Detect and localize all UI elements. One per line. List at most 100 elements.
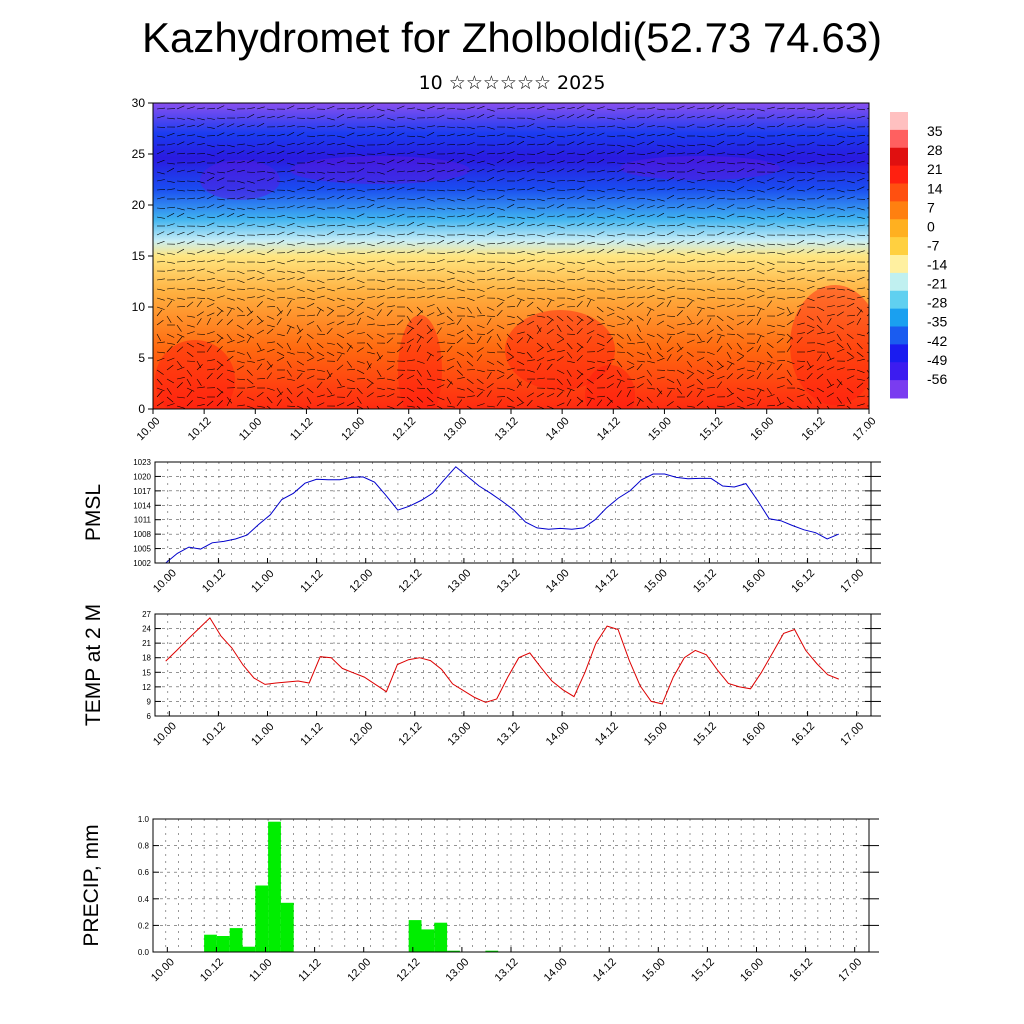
wind-barb <box>286 277 295 281</box>
wind-barb <box>236 324 244 330</box>
wind-barb <box>426 132 435 137</box>
wind-barb <box>566 351 573 359</box>
wind-barb <box>716 141 725 146</box>
wind-barb <box>476 260 485 263</box>
wind-barb <box>466 222 475 227</box>
wind-barb <box>306 314 316 317</box>
wind-barb <box>536 315 545 318</box>
wind-barb <box>456 250 465 254</box>
wind-barb <box>636 333 643 341</box>
wind-barb <box>366 268 375 272</box>
wind-barb <box>236 249 245 254</box>
wind-barb <box>226 270 236 272</box>
wind-barb <box>266 171 275 174</box>
wind-barb <box>236 279 245 283</box>
wind-barb <box>576 105 585 110</box>
wind-barb <box>176 306 186 308</box>
wind-barb <box>546 215 555 218</box>
wind-barb <box>756 360 765 365</box>
wind-barb <box>866 153 869 155</box>
wind-barb <box>536 297 545 300</box>
wind-barb <box>356 134 365 137</box>
wind-barb <box>156 216 165 219</box>
wind-barb <box>536 143 545 146</box>
wind-barb <box>746 113 755 119</box>
x-tick-label: 13.00 <box>441 415 469 443</box>
wind-barb <box>306 288 315 293</box>
wind-barb <box>206 303 215 308</box>
wind-barb <box>196 123 205 128</box>
wind-barb <box>306 333 314 340</box>
wind-barb <box>656 405 660 409</box>
wind-barb <box>726 153 736 155</box>
x-tick-label: 12.12 <box>396 567 424 595</box>
wind-barb <box>286 151 295 155</box>
wind-barb <box>396 400 404 407</box>
wind-barb <box>156 369 164 375</box>
wind-barb <box>316 171 325 174</box>
wind-barb <box>366 392 374 398</box>
wind-barb <box>236 270 245 275</box>
wind-barb <box>246 144 255 147</box>
wind-barb <box>546 252 556 254</box>
wind-barb <box>276 318 282 326</box>
wind-barb <box>596 348 605 353</box>
wind-barb <box>376 270 385 273</box>
wind-barb <box>356 224 366 227</box>
wind-barb <box>436 378 445 381</box>
wind-barb <box>616 216 625 220</box>
wind-barb <box>846 387 854 394</box>
wind-barb <box>296 288 305 292</box>
wind-barb <box>436 286 445 290</box>
wind-barb <box>546 225 556 227</box>
wind-barb <box>806 349 815 353</box>
wind-barb <box>356 297 365 301</box>
wind-barb <box>236 222 245 227</box>
wind-barb <box>156 252 165 256</box>
wind-barb <box>716 133 725 137</box>
wind-barb <box>826 351 831 360</box>
wind-barb <box>306 160 315 164</box>
wind-barb <box>196 107 205 110</box>
wind-barb <box>866 242 869 245</box>
wind-barb <box>446 169 455 173</box>
wind-barb <box>726 324 734 331</box>
wind-barb <box>276 231 285 236</box>
wind-barb <box>326 297 335 301</box>
colorbar-swatch <box>890 237 908 256</box>
wind-barb <box>666 194 675 200</box>
wind-barb <box>376 377 385 380</box>
wind-barb <box>276 125 285 128</box>
wind-barb <box>766 114 775 119</box>
wind-barb <box>566 114 575 119</box>
wind-barb <box>566 161 575 164</box>
wind-barb <box>606 396 614 403</box>
wind-barb <box>656 387 663 395</box>
wind-barb <box>856 287 865 290</box>
wind-barb <box>196 135 205 138</box>
wind-barb <box>806 268 815 272</box>
x-tick-label: 13.12 <box>493 415 521 443</box>
wind-barb <box>836 333 842 341</box>
wind-barb <box>466 324 473 332</box>
wind-barb <box>796 198 805 201</box>
wind-barb <box>276 376 285 380</box>
wind-barb <box>446 251 455 254</box>
wind-barb <box>726 213 735 218</box>
wind-barb <box>436 207 445 210</box>
wind-barb <box>156 171 165 175</box>
wind-barb <box>456 369 464 376</box>
wind-barb <box>516 381 522 389</box>
wind-barb <box>386 132 395 137</box>
wind-barb <box>666 390 672 398</box>
wind-barb <box>446 277 455 281</box>
wind-barb <box>186 252 195 255</box>
wind-barb <box>756 308 761 317</box>
wind-barb <box>446 297 455 300</box>
wind-barb <box>706 160 715 164</box>
wind-barb <box>496 297 505 301</box>
wind-barb <box>256 134 265 137</box>
wind-barb <box>256 349 265 353</box>
wind-barb <box>296 270 305 274</box>
wind-barb <box>676 162 686 164</box>
